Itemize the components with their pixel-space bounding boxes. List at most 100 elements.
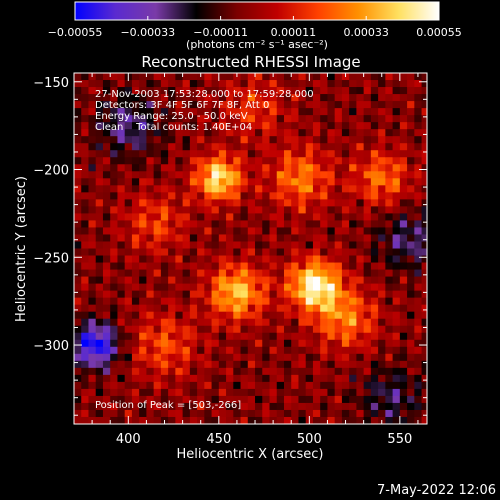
- heatmap-cell: [407, 143, 415, 151]
- heatmap-cell: [226, 360, 234, 369]
- heatmap-cell: [218, 143, 227, 151]
- heatmap-cell: [421, 346, 427, 355]
- heatmap-cell: [276, 143, 285, 151]
- heatmap-cell: [88, 388, 97, 397]
- heatmap-cell: [81, 269, 89, 277]
- heatmap-cell: [131, 416, 140, 424]
- heatmap-cell: [175, 122, 184, 130]
- heatmap-cell: [88, 339, 97, 348]
- heatmap-cell: [175, 108, 184, 116]
- heatmap-cell: [276, 101, 285, 109]
- heatmap-cell: [74, 234, 82, 242]
- heatmap-cell: [240, 367, 249, 376]
- heatmap-cell: [262, 262, 270, 270]
- heatmap-cell: [117, 290, 126, 299]
- heatmap-cell: [218, 220, 227, 228]
- heatmap-cell: [182, 276, 191, 284]
- heatmap-cell: [124, 192, 133, 200]
- heatmap-cell: [146, 381, 155, 390]
- heatmap-cell: [95, 332, 104, 341]
- heatmap-cell: [211, 213, 220, 221]
- heatmap-cell: [168, 87, 176, 95]
- heatmap-cell: [334, 143, 343, 151]
- heatmap-cell: [240, 150, 249, 158]
- heatmap-cell: [131, 311, 140, 320]
- heatmap-cell: [175, 367, 184, 376]
- heatmap-cell: [363, 185, 372, 193]
- heatmap-cell: [341, 220, 350, 228]
- heatmap-cell: [124, 269, 133, 277]
- heatmap-cell: [414, 80, 422, 88]
- heatmap-cell: [421, 339, 427, 348]
- heatmap-cell: [356, 185, 365, 193]
- heatmap-cell: [226, 192, 234, 200]
- heatmap-cell: [182, 339, 191, 348]
- annotation-clean-counts: Clean Total counts: 1.40E+04: [95, 122, 252, 133]
- heatmap-cell: [211, 87, 220, 95]
- heatmap-cell: [407, 318, 415, 327]
- heatmap-cell: [182, 108, 191, 116]
- heatmap-cell: [298, 276, 307, 284]
- heatmap-cell: [255, 304, 263, 313]
- heatmap-cell: [327, 360, 336, 369]
- heatmap-cell: [283, 220, 292, 228]
- heatmap-cell: [197, 129, 205, 137]
- heatmap-cell: [247, 318, 256, 327]
- heatmap-cell: [276, 283, 285, 292]
- heatmap-cell: [262, 248, 270, 256]
- heatmap-cell: [110, 122, 118, 130]
- heatmap-cell: [226, 367, 234, 376]
- heatmap-cell: [124, 325, 133, 334]
- heatmap-cell: [160, 262, 169, 270]
- heatmap-cell: [124, 206, 133, 214]
- heatmap-cell: [218, 164, 227, 172]
- heatmap-cell: [363, 290, 372, 299]
- heatmap-cell: [363, 108, 372, 116]
- heatmap-cell: [233, 248, 241, 256]
- heatmap-cell: [414, 94, 422, 102]
- heatmap-cell: [81, 220, 89, 228]
- heatmap-cell: [399, 269, 408, 277]
- heatmap-cell: [385, 164, 393, 172]
- heatmap-cell: [88, 255, 97, 263]
- heatmap-cell: [356, 213, 365, 221]
- heatmap-cell: [139, 304, 147, 313]
- heatmap-cell: [226, 409, 234, 418]
- heatmap-cell: [124, 199, 133, 207]
- heatmap-cell: [298, 143, 307, 151]
- heatmap-cell: [139, 353, 147, 362]
- heatmap-cell: [110, 318, 118, 327]
- heatmap-cell: [269, 409, 278, 418]
- heatmap-cell: [168, 318, 176, 327]
- heatmap-cell: [378, 262, 386, 270]
- heatmap-cell: [385, 283, 393, 292]
- heatmap-cell: [392, 234, 401, 242]
- heatmap-cell: [88, 213, 97, 221]
- heatmap-cell: [233, 339, 241, 348]
- heatmap-cell: [117, 185, 126, 193]
- heatmap-cell: [334, 129, 343, 137]
- heatmap-cell: [370, 157, 379, 165]
- heatmap-cell: [298, 150, 307, 158]
- heatmap-cell: [189, 192, 198, 200]
- heatmap-cell: [370, 395, 379, 404]
- heatmap-cell: [160, 192, 169, 200]
- heatmap-cell: [276, 290, 285, 299]
- heatmap-cell: [298, 318, 307, 327]
- heatmap-cell: [421, 115, 427, 123]
- heatmap-cell: [124, 276, 133, 284]
- heatmap-cell: [334, 409, 343, 418]
- heatmap-cell: [131, 395, 140, 404]
- heatmap-cell: [197, 402, 205, 411]
- heatmap-cell: [102, 185, 111, 193]
- heatmap-cell: [139, 388, 147, 397]
- heatmap-cell: [327, 332, 336, 341]
- x-axis-ticks: 400 450 500 550: [91, 73, 419, 447]
- heatmap-cell: [298, 388, 307, 397]
- heatmap-cell: [320, 192, 328, 200]
- heatmap-cell: [385, 87, 393, 95]
- heatmap-cell: [283, 101, 292, 109]
- heatmap-cell: [131, 206, 140, 214]
- heatmap-cell: [117, 311, 126, 320]
- heatmap-cell: [240, 248, 249, 256]
